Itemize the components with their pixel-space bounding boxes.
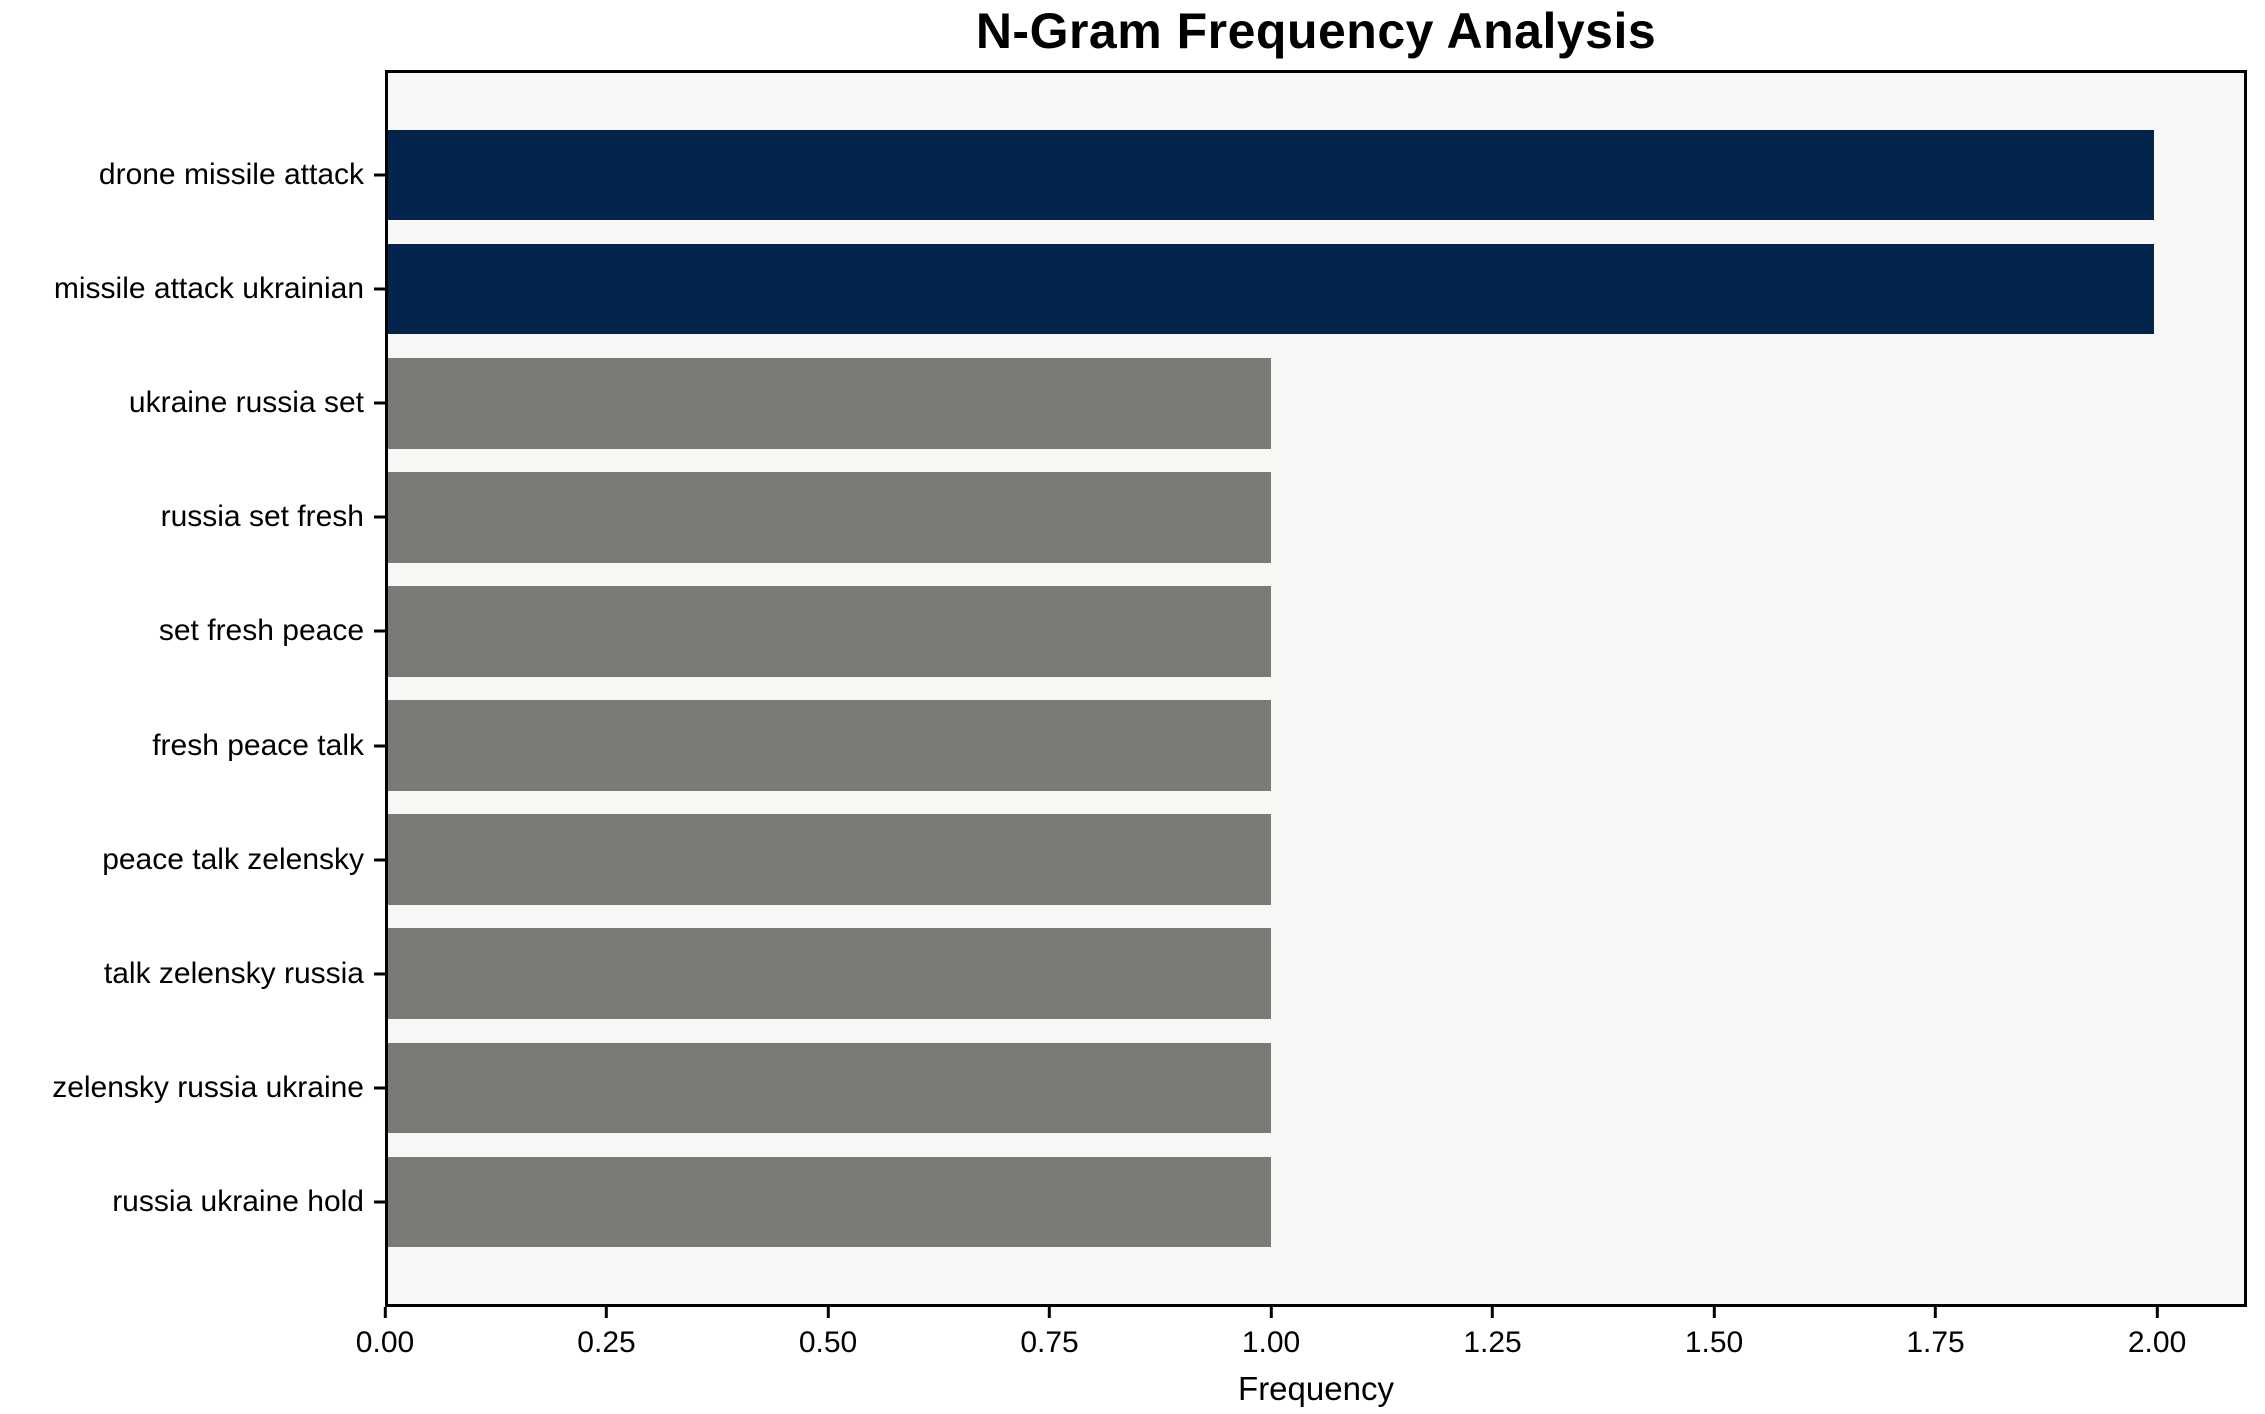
y-tick-label: drone missile attack (98, 158, 364, 192)
x-tick: 1.50 (1685, 1307, 1743, 1360)
chart-row: fresh peace talk (152, 688, 2244, 802)
x-tick: 0.75 (1020, 1307, 1079, 1360)
y-tick-mark (374, 629, 385, 633)
y-tick-mark (374, 858, 385, 862)
y-tick-label: ukraine russia set (128, 386, 364, 420)
chart-row: russia set fresh (161, 460, 2244, 574)
x-axis: 0.00 0.25 0.50 0.75 1.00 1.25 1.50 1.75 2.00 (356, 1307, 2247, 1377)
x-tick: 0.50 (799, 1307, 857, 1360)
chart-row: peace talk zelensky (102, 803, 2244, 917)
frequency-bar (388, 129, 2155, 221)
bars-container: drone missile attack missile attack ukrai… (52, 73, 2244, 1304)
x-tick-label: 1.00 (1241, 1326, 1301, 1359)
x-tick-label: 1.25 (1463, 1326, 1522, 1359)
x-tick-mark (383, 1307, 387, 1318)
chart-row: ukraine russia set (129, 346, 2244, 460)
chart-row: talk zelensky russia (104, 917, 2244, 1031)
y-tick-mark (374, 515, 385, 519)
y-tick-mark (374, 744, 385, 748)
x-axis-label: Frequency (1238, 1370, 1394, 1407)
y-tick-label: zelensky russia ukraine (52, 1070, 364, 1104)
y-tick-label: missile attack ukrainian (53, 272, 364, 306)
frequency-bar (388, 928, 1272, 1019)
x-tick: 1.00 (1242, 1307, 1300, 1360)
y-tick-label: fresh peace talk (152, 728, 364, 762)
frequency-bar (388, 814, 1272, 905)
y-tick-label: russia ukraine hold (112, 1184, 364, 1218)
y-tick-mark (374, 972, 385, 976)
x-tick-label: 0.00 (355, 1326, 415, 1359)
y-tick-mark (374, 287, 385, 291)
plot-area: drone missile attack missile attack ukrai… (52, 70, 2247, 1307)
x-tick: 1.75 (1906, 1307, 1965, 1360)
frequency-bar (388, 586, 1272, 677)
frequency-bar (388, 1042, 1272, 1134)
y-tick-mark (374, 1086, 385, 1090)
y-tick-label: talk zelensky russia (103, 956, 364, 990)
frequency-bar (388, 472, 1272, 563)
x-tick-mark (1048, 1307, 1052, 1318)
chart-title: N-Gram Frequency Analysis (975, 3, 1657, 59)
frequency-bar (388, 1156, 1272, 1248)
x-tick-mark (2155, 1307, 2159, 1318)
x-tick-label: 1.75 (1906, 1326, 1965, 1359)
x-tick-mark (1491, 1307, 1495, 1318)
frequency-bar (388, 357, 1272, 449)
frequency-bar (388, 700, 1272, 791)
x-tick-mark (826, 1307, 830, 1318)
x-tick-mark (1712, 1307, 1716, 1318)
x-tick: 2.00 (2128, 1307, 2186, 1360)
x-tick: 1.25 (1463, 1307, 1522, 1360)
x-tick-label: 2.00 (2127, 1326, 2187, 1359)
y-tick-mark (374, 401, 385, 405)
x-tick-mark (1934, 1307, 1938, 1318)
chart-row: drone missile attack (99, 118, 2244, 232)
chart-row: missile attack ukrainian (54, 232, 2244, 346)
x-tick-label: 0.25 (577, 1326, 636, 1359)
x-tick-label: 0.75 (1020, 1326, 1079, 1359)
x-tick-mark (604, 1307, 608, 1318)
y-tick-mark (374, 1200, 385, 1204)
y-tick-label: peace talk zelensky (102, 842, 364, 876)
x-tick-label: 0.50 (798, 1326, 858, 1359)
x-tick-mark (1269, 1307, 1273, 1318)
frequency-bar (388, 243, 2155, 335)
y-tick-mark (374, 173, 385, 177)
chart-row: russia ukraine hold (112, 1145, 2244, 1259)
x-tick: 0.25 (577, 1307, 636, 1360)
chart-row: zelensky russia ukraine (52, 1031, 2244, 1145)
y-tick-label: set fresh peace (158, 614, 364, 648)
chart-row: set fresh peace (159, 574, 2244, 688)
x-tick-label: 1.50 (1684, 1326, 1744, 1359)
y-tick-label: russia set fresh (160, 500, 364, 534)
x-tick: 0.00 (356, 1307, 414, 1360)
